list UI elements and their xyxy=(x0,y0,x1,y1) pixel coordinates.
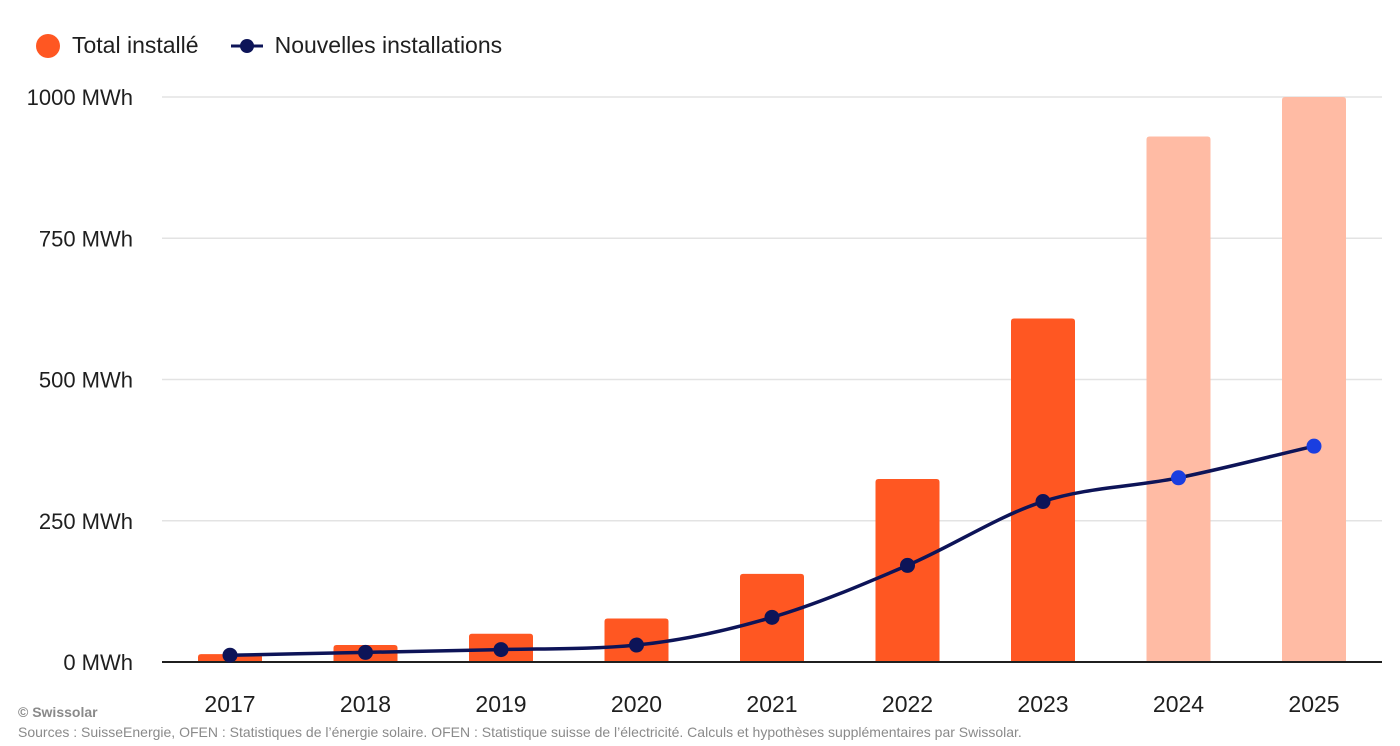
line-series-nouvelles-installations xyxy=(222,438,1322,663)
y-axis-labels: 0 MWh 250 MWh 500 MWh 750 MWh 1000 MWh xyxy=(27,85,133,675)
point-nouvelles-installations xyxy=(493,642,509,658)
legend-item-total-installe: Total installé xyxy=(36,32,199,59)
point-nouvelles-installations xyxy=(1035,494,1051,510)
bar-total-installe xyxy=(1011,318,1075,662)
chart-legend: Total installé Nouvelles installations xyxy=(36,32,502,59)
x-tick-label: 2020 xyxy=(611,691,662,717)
point-nouvelles-installations xyxy=(222,647,238,663)
x-axis-labels: 2017 2018 2019 2020 2021 2022 2023 2024 2025 xyxy=(204,691,1339,717)
y-tick-label: 0 MWh xyxy=(63,650,133,675)
y-tick-label: 500 MWh xyxy=(39,368,133,393)
x-tick-label: 2021 xyxy=(746,691,797,717)
point-nouvelles-installations xyxy=(629,637,644,653)
legend-label-nouvelles-installations: Nouvelles installations xyxy=(274,32,503,58)
y-tick-label: 250 MWh xyxy=(39,509,133,534)
copyright-credit: © Swissolar xyxy=(18,704,98,720)
x-tick-label: 2023 xyxy=(1017,691,1068,717)
bar-total-installe xyxy=(1146,136,1211,663)
x-tick-label: 2018 xyxy=(340,691,391,717)
bar-total-installe xyxy=(1282,97,1346,662)
legend-label-total-installe: Total installé xyxy=(72,32,199,58)
legend-item-nouvelles-installations: Nouvelles installations xyxy=(230,32,503,59)
y-tick-label: 750 MWh xyxy=(39,226,133,251)
legend-swatch-nouvelles-installations xyxy=(230,38,263,53)
x-tick-label: 2022 xyxy=(882,691,933,717)
y-tick-label: 1000 MWh xyxy=(27,85,133,110)
point-nouvelles-installations xyxy=(764,609,780,625)
point-nouvelles-installations xyxy=(358,644,373,660)
x-tick-label: 2025 xyxy=(1288,691,1339,717)
bar-series-total-installe xyxy=(198,97,1346,663)
x-tick-label: 2019 xyxy=(475,691,526,717)
x-tick-label: 2024 xyxy=(1153,691,1204,717)
point-nouvelles-installations xyxy=(1306,438,1322,454)
legend-swatch-total-installe xyxy=(36,33,60,58)
sources-note: Sources : SuisseEnergie, OFEN : Statisti… xyxy=(18,724,1022,740)
point-nouvelles-installations xyxy=(900,557,915,573)
x-tick-label: 2017 xyxy=(204,691,255,717)
point-nouvelles-installations xyxy=(1171,470,1186,486)
